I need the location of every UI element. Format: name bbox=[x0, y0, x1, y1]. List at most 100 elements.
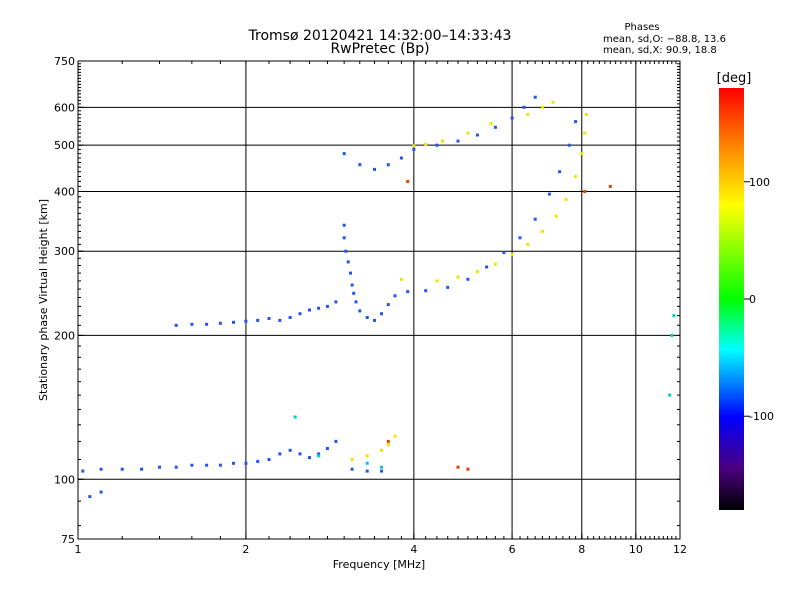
data-point bbox=[358, 309, 362, 313]
data-point bbox=[288, 316, 292, 319]
x-tick-label: 2 bbox=[242, 543, 249, 556]
data-point bbox=[365, 469, 369, 473]
colorbar-tick-label: 100 bbox=[749, 176, 770, 189]
data-point bbox=[298, 452, 302, 456]
data-point bbox=[399, 156, 403, 160]
data-point bbox=[547, 192, 551, 196]
data-point bbox=[380, 448, 383, 452]
data-point bbox=[232, 461, 235, 465]
data-point bbox=[386, 163, 390, 167]
y-axis-label: Stationary phase Virtual Height [km] bbox=[37, 199, 50, 401]
data-point bbox=[386, 443, 390, 447]
data-point bbox=[406, 179, 410, 183]
data-point bbox=[466, 131, 470, 135]
data-point bbox=[317, 454, 321, 458]
data-point bbox=[510, 253, 514, 257]
data-point bbox=[354, 300, 358, 304]
colorbar-ticks: 100 0 -100 bbox=[744, 176, 774, 423]
legend-title: Phases bbox=[624, 22, 659, 33]
x-tick-label: 6 bbox=[509, 543, 516, 556]
colorbar: [deg] 100 0 -100 bbox=[717, 71, 774, 510]
x-tick-label: 4 bbox=[410, 543, 417, 556]
x-tick-label: 1 bbox=[75, 543, 82, 556]
data-point bbox=[493, 262, 497, 266]
data-point bbox=[373, 167, 376, 171]
y-tick-label: 400 bbox=[54, 185, 75, 198]
data-point bbox=[551, 100, 555, 104]
y-tick-label: 200 bbox=[54, 329, 75, 342]
data-point bbox=[288, 448, 292, 452]
data-point bbox=[456, 465, 460, 469]
data-point bbox=[317, 452, 321, 456]
data-point bbox=[386, 303, 390, 307]
data-point bbox=[342, 223, 346, 227]
data-point bbox=[190, 322, 194, 326]
y-tick-label: 100 bbox=[54, 473, 75, 486]
data-point bbox=[393, 294, 397, 298]
data-point bbox=[446, 285, 450, 289]
data-point bbox=[325, 304, 329, 308]
chart-title: Tromsø 20120421 14:32:00–14:33:43 bbox=[248, 28, 512, 44]
data-point bbox=[583, 190, 587, 193]
data-point bbox=[412, 144, 416, 148]
x-axis-ticks: 1 2 4 6 8 10 12 bbox=[75, 61, 687, 556]
y-tick-label: 600 bbox=[54, 101, 75, 114]
data-point bbox=[317, 306, 321, 310]
data-point bbox=[424, 142, 428, 146]
data-point bbox=[244, 319, 248, 323]
data-point bbox=[350, 458, 354, 461]
data-point bbox=[406, 290, 410, 294]
x-axis-label: Frequency [MHz] bbox=[333, 558, 425, 571]
data-point bbox=[393, 434, 397, 438]
data-point bbox=[140, 467, 144, 471]
data-point bbox=[522, 105, 526, 109]
data-point bbox=[365, 316, 369, 319]
data-point bbox=[412, 147, 416, 151]
y-tick-label: 750 bbox=[54, 55, 75, 68]
data-point bbox=[489, 122, 493, 125]
data-point bbox=[583, 131, 587, 135]
data-point bbox=[344, 249, 348, 253]
data-point bbox=[267, 317, 271, 320]
data-point bbox=[342, 152, 346, 156]
data-point bbox=[278, 318, 282, 322]
data-point bbox=[558, 170, 562, 174]
y-tick-label: 500 bbox=[54, 139, 75, 152]
data-point bbox=[475, 133, 479, 137]
data-point bbox=[567, 143, 571, 147]
data-point bbox=[325, 447, 329, 450]
data-point bbox=[526, 242, 530, 246]
legend-line-x: mean, sd,X: 90.9, 18.8 bbox=[603, 45, 717, 56]
data-point bbox=[350, 467, 354, 471]
data-point bbox=[574, 175, 578, 178]
data-point bbox=[373, 318, 376, 322]
data-point bbox=[424, 289, 428, 293]
data-point bbox=[298, 312, 302, 316]
data-point bbox=[88, 495, 92, 499]
data-point bbox=[485, 265, 489, 269]
data-point bbox=[350, 283, 354, 287]
data-point bbox=[574, 120, 578, 124]
y-axis-ticks: 75 100 200 300 400 500 600 750 bbox=[54, 55, 680, 546]
data-point bbox=[267, 458, 271, 461]
data-point bbox=[81, 469, 85, 473]
data-point bbox=[174, 323, 178, 327]
data-point bbox=[293, 415, 297, 419]
data-point bbox=[158, 465, 161, 469]
data-point bbox=[440, 139, 444, 143]
data-point bbox=[670, 333, 674, 337]
data-point bbox=[352, 291, 356, 295]
data-point bbox=[346, 260, 350, 264]
data-point bbox=[365, 461, 369, 465]
data-point bbox=[334, 300, 338, 304]
data-points bbox=[81, 95, 676, 499]
colorbar-tick-label: -100 bbox=[749, 410, 774, 423]
colorbar-gradient bbox=[719, 88, 744, 510]
data-point bbox=[526, 112, 530, 116]
data-point bbox=[205, 463, 209, 467]
data-point bbox=[349, 271, 352, 275]
data-point bbox=[278, 452, 282, 456]
data-point bbox=[580, 152, 584, 156]
